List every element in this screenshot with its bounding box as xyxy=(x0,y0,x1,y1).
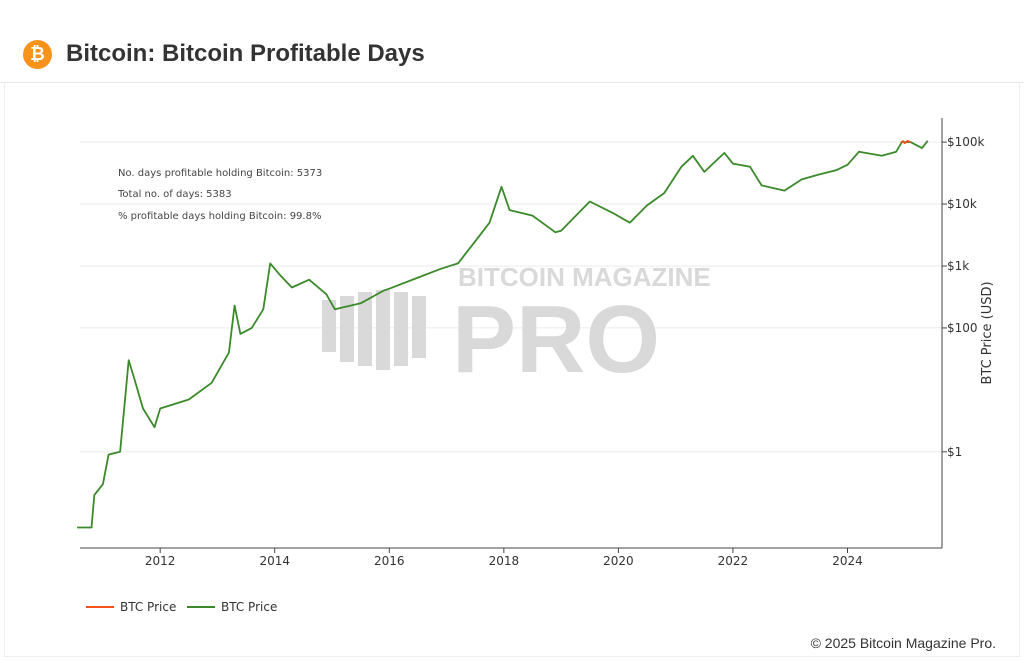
x-tick-label: 2012 xyxy=(145,554,176,568)
x-tick-label: 2016 xyxy=(374,554,405,568)
annotation-percent: % profitable days holding Bitcoin: 99.8% xyxy=(118,211,321,222)
annotation-profitable-days: No. days profitable holding Bitcoin: 537… xyxy=(118,168,322,179)
watermark: BITCOIN MAGAZINE PRO xyxy=(322,262,711,393)
series-line-1 xyxy=(77,140,929,529)
x-tick-label: 2024 xyxy=(832,554,863,568)
y-tick-label: $100k xyxy=(947,135,985,149)
watermark-logo-icon xyxy=(322,290,426,370)
legend-label-1[interactable]: BTC Price xyxy=(221,600,277,614)
series-line-0 xyxy=(900,139,911,145)
watermark-line1: BITCOIN MAGAZINE xyxy=(458,262,711,292)
y-axis-label: BTC Price (USD) xyxy=(980,281,995,384)
x-tick-label: 2020 xyxy=(603,554,634,568)
legend: BTC Price BTC Price xyxy=(86,600,277,614)
watermark-line2: PRO xyxy=(452,286,660,393)
y-tick-label: $1k xyxy=(947,259,969,273)
y-tick-label: $1 xyxy=(947,445,962,459)
footer-copyright: © 2025 Bitcoin Magazine Pro. xyxy=(810,635,996,651)
annotation-total-days: Total no. of days: 5383 xyxy=(117,189,232,200)
y-tick-label: $10k xyxy=(947,197,977,211)
y-tick-label: $100 xyxy=(947,321,978,335)
bitcoin-icon: ₿ xyxy=(23,40,52,69)
header: ₿ Bitcoin: Bitcoin Profitable Days xyxy=(0,0,1024,83)
x-tick-label: 2014 xyxy=(259,554,290,568)
legend-label-0[interactable]: BTC Price xyxy=(120,600,176,614)
x-tick-label: 2022 xyxy=(718,554,749,568)
chart-frame xyxy=(4,82,1020,657)
x-tick-label: 2018 xyxy=(489,554,520,568)
page-title: Bitcoin: Bitcoin Profitable Days xyxy=(66,40,425,67)
